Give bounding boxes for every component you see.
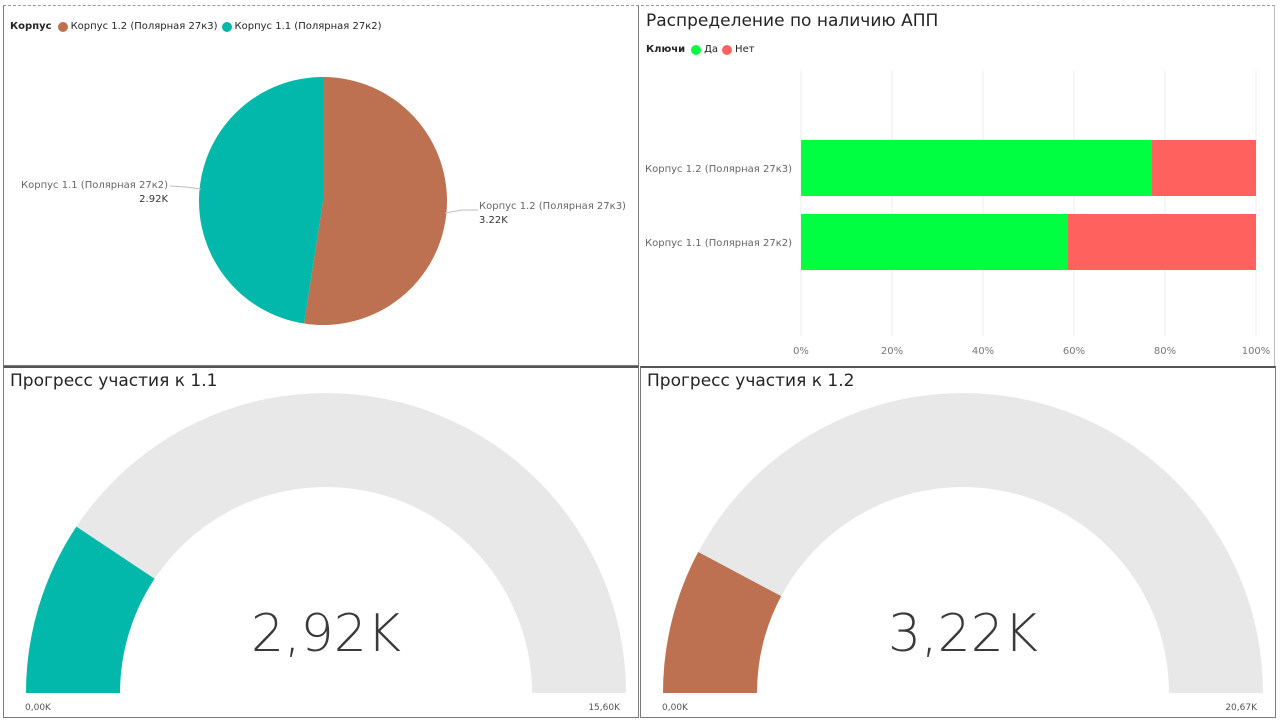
pie-slice-korpus-1-2[interactable] [304,77,447,325]
gauge-1-2-title: Прогресс участия к 1.2 [647,371,855,391]
bar-x-tick-label: 80% [1154,346,1176,357]
gauge-1-1-value-label: 2,92K [251,604,401,664]
pie-legend-item-1-1[interactable]: Корпус 1.1 (Полярная 27к2) [221,21,382,32]
gauge-1-2-track [663,393,1263,693]
pie-label-value-1-1: 2.92K [139,194,168,205]
pie-legend: Корпус Корпус 1.2 (Полярная 27к3) Корпус… [10,21,386,32]
bar-legend-label-no: Нет [735,44,755,55]
pie-chart-panel[interactable]: Корпус Корпус 1.2 (Полярная 27к3) Корпус… [3,5,639,366]
bar-chart-panel[interactable]: Распределение по наличию АПП Ключи Да Не… [641,5,1275,366]
pie-legend-title: Корпус [10,21,52,32]
bar-legend-label-yes: Да [704,44,719,55]
bar-x-tick-label: 20% [881,346,903,357]
bar-segment-no[interactable] [1151,140,1256,196]
bar-x-tick-label: 40% [972,346,994,357]
gauge-1-1-track [26,393,626,693]
bar-legend-item-no[interactable]: Нет [722,44,755,55]
gauge-1-2-min-label: 0,00K [662,703,689,713]
bar-segment-yes[interactable] [801,214,1068,270]
pie-slice-korpus-1-1[interactable] [198,77,323,324]
pie-legend-label-1-1: Корпус 1.1 (Полярная 27к2) [234,21,382,32]
pie-leader-line-1-1 [169,185,202,190]
gauge-1-1-title: Прогресс участия к 1.1 [10,371,218,391]
bar-x-tick-label: 0% [793,346,809,357]
bar-category-label: Корпус 1.2 (Полярная 27к3) [645,164,792,175]
gauge-1-1-value-arc[interactable] [26,526,155,693]
gauge-panel-1-1[interactable]: Прогресс участия к 1.1 2,92K 0,00K 15,60K [3,366,639,718]
gauge-1-1: 2,92K 0,00K 15,60K [25,393,626,713]
bar-x-tick-label: 100% [1242,346,1271,357]
bar-chart-title: Распределение по наличию АПП [646,11,939,31]
gauge-1-2-value-label: 3,22K [888,604,1038,664]
bar-segment-no[interactable] [1067,214,1256,270]
gauge-1-2-value-arc[interactable] [663,551,782,693]
pie-chart: Корпус 1.2 (Полярная 27к3) 3.22K Корпус 1.… [21,77,626,325]
pie-label-value-1-2: 3.22K [479,215,508,226]
pie-leader-line-1-2 [444,209,478,214]
bar-category-label: Корпус 1.1 (Полярная 27к2) [645,238,792,249]
pie-legend-label-1-2: Корпус 1.2 (Полярная 27к3) [70,21,218,32]
pie-legend-item-1-2[interactable]: Корпус 1.2 (Полярная 27к3) [57,21,218,32]
pie-legend-dot-1-2 [57,21,68,32]
gauge-1-1-min-label: 0,00K [25,703,52,713]
gauge-panel-1-2[interactable]: Прогресс участия к 1.2 3,22K 0,00K 20,67K [640,366,1276,718]
gauge-1-2-max-label: 20,67K [1225,703,1258,713]
pie-legend-dot-1-1 [221,21,232,32]
bar-legend-dot-yes [691,44,702,55]
gauge-1-1-max-label: 15,60K [588,703,621,713]
pie-label-name-1-2: Корпус 1.2 (Полярная 27к3) [479,201,626,212]
bar-legend-title: Ключи [646,44,686,55]
bar-legend-item-yes[interactable]: Да [691,44,718,55]
gauge-1-2: 3,22K 0,00K 20,67K [662,393,1263,713]
bar-x-tick-label: 60% [1063,346,1085,357]
bar-legend: Ключи Да Нет [646,44,759,55]
bar-legend-dot-no [722,44,733,55]
bar-chart: Корпус 1.2 (Полярная 27к3) Корпус 1.1 (По… [645,71,1271,357]
bar-segment-yes[interactable] [801,140,1152,196]
pie-label-name-1-1: Корпус 1.1 (Полярная 27к2) [21,180,168,191]
